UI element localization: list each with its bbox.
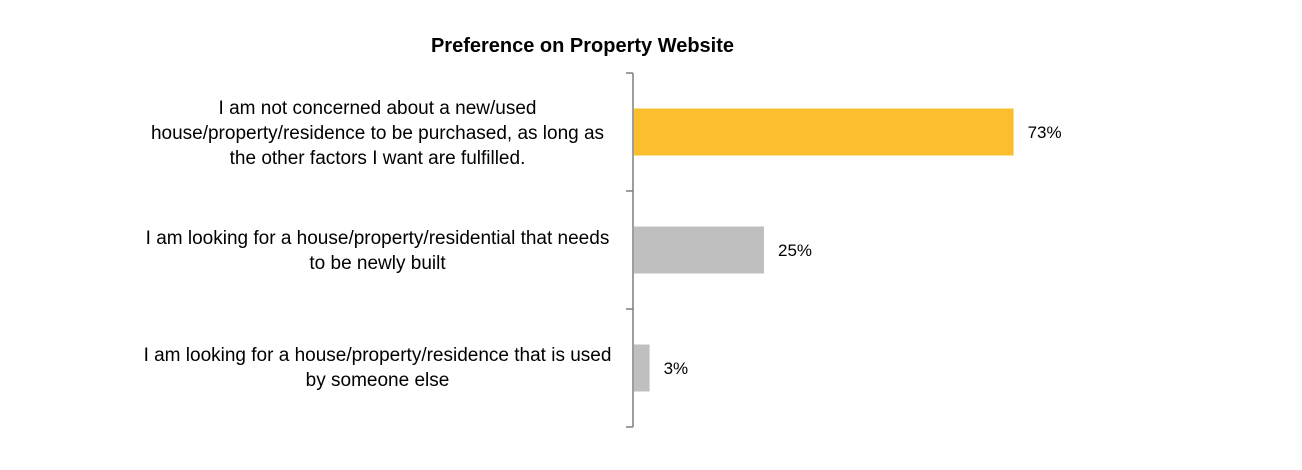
chart-title: Preference on Property Website [430,35,735,57]
y-axis [626,72,634,428]
value-labels: 73% 25% 3% [664,123,1062,378]
category-label-2: I am looking for a house/property/reside… [143,345,612,391]
bar-0 [634,108,1014,156]
category-label-1: I am looking for a house/property/reside… [145,228,610,274]
bars [634,108,1014,392]
category-label-0: I am not concerned about a new/used hous… [150,98,605,169]
value-label-1: 25% [778,241,812,260]
value-label-2: 3% [664,359,689,378]
value-label-0: 73% [1028,123,1062,142]
bar-2 [634,344,650,392]
bar-1 [634,226,764,274]
